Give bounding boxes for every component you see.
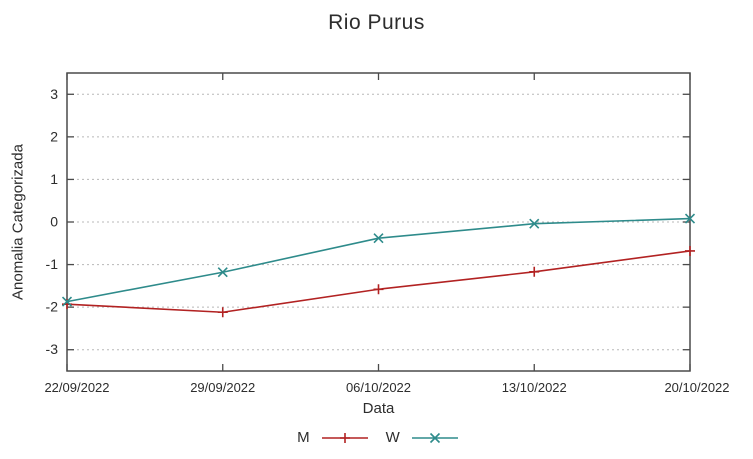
x-tick-label: 06/10/2022 <box>346 380 411 395</box>
legend-item-M: M <box>297 429 370 446</box>
y-tick-label: -3 <box>46 341 59 357</box>
data-point-marker-M <box>529 266 540 277</box>
data-point-marker-W <box>373 233 384 244</box>
data-point-marker-W <box>684 213 696 224</box>
y-tick-label: 2 <box>50 128 58 144</box>
y-tick-label: 1 <box>50 171 58 187</box>
y-tick-label: -1 <box>46 256 59 272</box>
legend-sample-marker <box>339 432 350 443</box>
data-point-marker-W <box>61 296 73 307</box>
x-tick-label: 20/10/2022 <box>664 380 729 395</box>
y-tick-label: -2 <box>46 299 59 315</box>
x-tick-label: 29/09/2022 <box>190 380 255 395</box>
legend-sample-marker <box>429 432 440 443</box>
x-tick-label: 22/09/2022 <box>44 380 109 395</box>
legend-sample-M <box>321 432 368 443</box>
data-point-marker-M <box>217 307 228 318</box>
series-line-M <box>66 250 691 314</box>
data-point-marker-W <box>217 267 228 278</box>
x-axis-label: Data <box>362 400 395 417</box>
legend-sample-W <box>411 432 458 443</box>
legend-item-W: W <box>386 429 460 446</box>
data-point-marker-M <box>685 245 695 256</box>
legend-label-M: M <box>297 429 310 446</box>
x-tick-label: 13/10/2022 <box>502 380 567 395</box>
y-tick-label: 0 <box>50 214 58 230</box>
data-point-marker-W <box>529 218 540 229</box>
legend-label-W: W <box>385 429 400 446</box>
y-tick-label: 3 <box>50 86 58 102</box>
chart-title: Rio Purus <box>328 11 425 34</box>
data-point-marker-M <box>373 284 384 295</box>
